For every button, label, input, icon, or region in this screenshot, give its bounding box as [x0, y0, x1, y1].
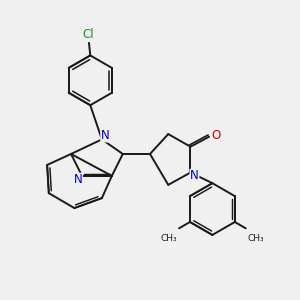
Text: Cl: Cl [82, 28, 94, 41]
Text: CH₃: CH₃ [248, 234, 264, 243]
Text: N: N [74, 173, 82, 186]
Text: N: N [190, 169, 199, 182]
Text: CH₃: CH₃ [161, 234, 177, 243]
Text: O: O [212, 129, 221, 142]
Text: N: N [101, 129, 110, 142]
